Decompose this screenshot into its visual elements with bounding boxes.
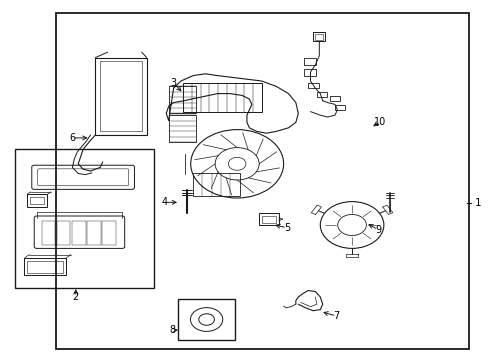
Bar [72,221,85,245]
Bar [57,221,70,245]
Text: 4: 4 [162,197,167,207]
Text: 2: 2 [73,292,79,302]
Bar [100,61,142,131]
Bar [41,221,55,245]
Bar [95,58,146,135]
Bar [56,13,468,349]
Text: 3: 3 [170,78,176,88]
Bar [304,69,316,76]
Bar [262,216,275,223]
Bar [312,32,325,41]
Bar [329,96,339,101]
Bar [27,261,62,273]
Bar [168,86,195,113]
Bar [178,299,234,340]
Text: 9: 9 [374,225,380,235]
Bar [193,173,239,196]
Bar [168,115,195,142]
Bar [316,92,326,97]
Bar [334,105,344,110]
Text: 6: 6 [69,133,75,143]
Text: 5: 5 [284,223,289,233]
Bar [87,221,101,245]
Bar [314,34,323,40]
Text: 1: 1 [474,198,481,208]
Bar [27,194,47,207]
Text: 7: 7 [333,311,339,321]
Text: 8: 8 [169,325,175,335]
Text: 10: 10 [373,117,386,127]
Bar [102,221,116,245]
Bar [15,149,154,288]
Bar [259,213,278,225]
Bar [307,83,318,88]
Bar [30,197,43,204]
Bar [24,258,66,275]
Bar [183,83,261,112]
Bar [304,58,316,65]
